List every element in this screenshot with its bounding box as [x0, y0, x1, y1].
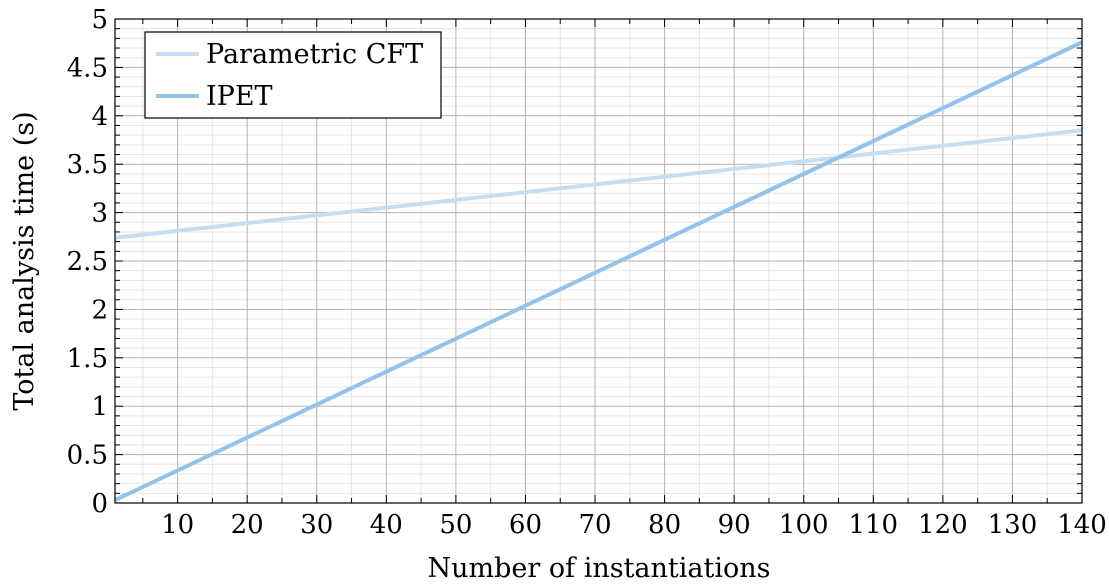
legend-box — [144, 31, 442, 119]
y-tick-label: 4.5 — [67, 53, 108, 83]
x-tick-label: 40 — [370, 510, 403, 540]
x-tick-label: 110 — [848, 510, 898, 540]
y-tick-label: 1.5 — [67, 344, 108, 374]
y-tick-label: 3 — [91, 199, 108, 229]
series-layer — [114, 40, 1083, 502]
tick-marks — [115, 18, 1083, 504]
x-tick-label: 70 — [578, 510, 611, 540]
x-tick-label: 80 — [648, 510, 681, 540]
x-tick-label: 120 — [918, 510, 968, 540]
y-tick-label: 2.5 — [67, 247, 108, 277]
y-tick-label: 2 — [91, 295, 108, 325]
legend-label-ipet: IPET — [206, 81, 273, 112]
y-tick-label: 0.5 — [67, 441, 108, 471]
x-tick-label: 140 — [1057, 510, 1107, 540]
y-tick-label: 0 — [91, 489, 108, 519]
x-tick-label: 100 — [779, 510, 829, 540]
x-tick-label: 20 — [231, 510, 264, 540]
y-tick-labels: 0 0.5 1 1.5 2 2.5 3 3.5 4 4.5 5 — [67, 5, 108, 519]
series-line-ipet — [114, 40, 1083, 502]
x-tick-label: 90 — [718, 510, 751, 540]
x-axis-title: Number of instantiations — [428, 553, 771, 584]
x-tick-label: 50 — [439, 510, 472, 540]
series-line-parametric-cft — [114, 128, 1083, 240]
y-tick-label: 3.5 — [67, 150, 108, 180]
x-tick-label: 10 — [161, 510, 194, 540]
x-tick-label: 130 — [988, 510, 1038, 540]
x-tick-label: 60 — [509, 510, 542, 540]
legend: Parametric CFT IPET — [144, 31, 442, 119]
y-axis-title: Total analysis time (s) — [9, 111, 40, 410]
y-tick-label: 5 — [91, 5, 108, 35]
x-tick-label: 30 — [300, 510, 333, 540]
y-tick-label: 1 — [91, 392, 108, 422]
y-tick-label: 4 — [91, 102, 108, 132]
legend-label-parametric-cft: Parametric CFT — [206, 39, 423, 70]
x-tick-labels: 10 20 30 40 50 60 70 80 90 100 110 120 130 140 — [161, 510, 1107, 540]
